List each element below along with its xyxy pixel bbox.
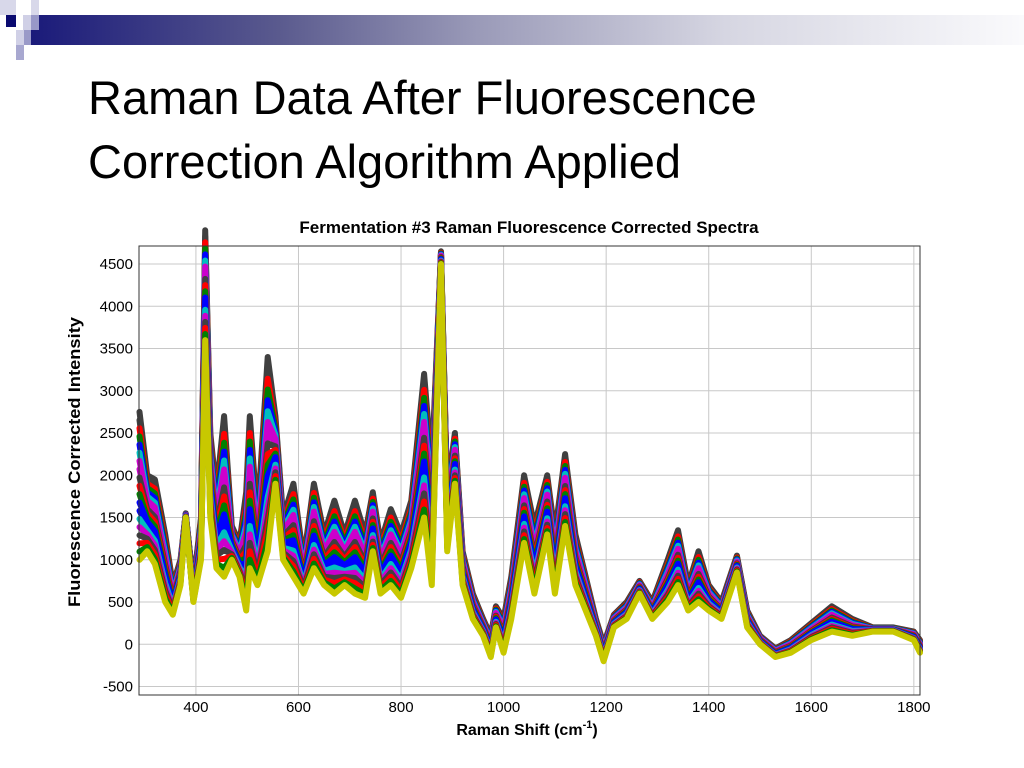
decor-square [31,15,39,30]
chart-title: Fermentation #3 Raman Fluorescence Corre… [299,218,759,237]
slide-title-line-1: Raman Data After Fluorescence [88,71,757,124]
spectrum-line [136,260,923,664]
spectrum-line [136,261,923,665]
spectrum-line [136,259,923,663]
spectrum-line [136,256,923,659]
spectrum-line [136,251,923,654]
spectrum-line [136,245,923,653]
decor-square [16,45,24,60]
y-tick-label: 1500 [100,510,133,527]
y-tick-label: 2000 [100,467,133,484]
x-tick-label: 1200 [589,699,622,716]
slide-title-line-2: Correction Algorithm Applied [88,135,682,188]
tick-labels: 400 600 800 1000 1200 1400 1600 1800 -500 0 500 100… [100,256,931,716]
y-axis-label: Fluorescence Corrected Intensity [65,316,84,607]
x-tick-label: 1000 [487,699,520,716]
y-tick-label: 3000 [100,383,133,400]
spectrum-line [136,256,923,658]
spectrum-line [136,251,923,654]
series-lines [136,227,923,665]
spectrum-line [136,254,923,656]
spectrum-line [136,254,923,656]
decor-square [23,30,31,45]
decor-square [0,0,16,15]
y-tick-label: 4500 [100,256,133,273]
spectrum-line [136,258,923,661]
decor-square [16,30,24,45]
x-tick-label: 1400 [692,699,725,716]
spectrum-line [136,257,923,660]
spectrum-line [136,258,923,662]
plot-frame [138,245,921,696]
x-tick-label: 400 [183,699,208,716]
y-tick-label: 4000 [100,298,133,315]
decor-square [6,15,16,27]
y-tick-label: 1000 [100,552,133,569]
y-tick-label: -500 [103,679,133,696]
y-tick-label: 3500 [100,341,133,358]
y-tick-label: 2500 [100,425,133,442]
decor-square [31,0,39,15]
x-tick-label: 800 [389,699,414,716]
y-tick-label: 0 [125,636,133,653]
spectrum-line [136,252,923,655]
slide-title: Raman Data After Fluorescence Correction… [88,66,757,194]
spectrum-line [136,253,923,655]
x-tick-label: 1600 [795,699,828,716]
header-gradient-banner [30,15,1024,45]
y-tick-label: 500 [108,594,133,611]
x-tick-label: 1800 [897,699,930,716]
spectrum-line [136,255,923,657]
spectrum-line [136,239,923,653]
x-tick-label: 600 [286,699,311,716]
x-axis-label: Raman Shift (cm-1) [456,719,597,739]
decor-square [23,15,31,30]
